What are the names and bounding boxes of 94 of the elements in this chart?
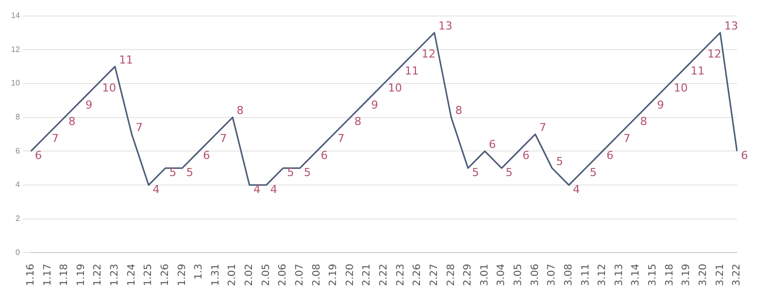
data-label: 6 <box>741 149 748 162</box>
data-label: 4 <box>270 182 278 196</box>
data-label: 4 <box>572 182 580 196</box>
data-label: 10 <box>388 81 402 94</box>
data-label: 5 <box>169 166 176 179</box>
data-label: 7 <box>539 121 546 134</box>
data-label: 5 <box>590 166 597 179</box>
y-tick-label: 14 <box>10 11 20 20</box>
data-label: 8 <box>68 115 76 128</box>
x-tick-label: 1.31 <box>210 264 222 286</box>
x-tick-label: 2.27 <box>428 264 440 286</box>
x-tick-label: 3.14 <box>630 264 642 286</box>
x-tick-label: 1.3 <box>194 264 205 280</box>
data-label: 9 <box>85 98 92 112</box>
data-label: 6 <box>34 149 42 162</box>
data-label: 6 <box>606 149 614 162</box>
x-tick-label: 2.22 <box>378 264 390 286</box>
x-tick-label: 2.26 <box>412 264 424 286</box>
x-tick-label: 2.29 <box>462 264 474 286</box>
data-label: 5 <box>506 166 513 179</box>
x-tick-label: 2.21 <box>362 264 373 286</box>
x-tick-label: 3.20 <box>698 264 709 286</box>
x-tick-label: 2.07 <box>294 264 306 286</box>
x-tick-label: 2.19 <box>328 264 340 286</box>
x-tick-label: 3.18 <box>664 264 676 286</box>
data-label: 5 <box>287 166 294 179</box>
data-label: 8 <box>354 115 362 128</box>
x-tick-label: 2.23 <box>395 264 406 286</box>
x-tick-label: 3.13 <box>614 264 625 286</box>
y-tick-label: 8 <box>15 112 20 122</box>
x-tick-label: 3.21 <box>714 264 726 286</box>
y-tick-label: 12 <box>10 44 20 54</box>
data-label: 11 <box>118 53 133 66</box>
x-tick-label: 3.11 <box>580 264 592 286</box>
x-tick-label: 2.28 <box>446 264 457 286</box>
x-tick-label: 1.25 <box>143 264 154 286</box>
y-tick-label: 4 <box>15 180 20 190</box>
data-label: 5 <box>304 166 311 179</box>
y-tick-label: 6 <box>15 146 20 156</box>
x-tick-label: 1.19 <box>76 264 87 286</box>
data-label: 12 <box>707 48 722 61</box>
data-label: 9 <box>656 98 664 112</box>
x-tick-label: 1.29 <box>176 264 188 286</box>
data-label: 7 <box>136 121 143 134</box>
x-tick-label: 3.05 <box>513 264 524 286</box>
y-tick-label: 10 <box>10 78 20 88</box>
x-tick-label: 2.08 <box>311 264 322 286</box>
x-tick-label: 1.22 <box>92 264 104 286</box>
data-label: 8 <box>236 104 244 118</box>
x-tick-label: 1.17 <box>42 264 54 286</box>
x-tick-label: 3.19 <box>681 264 692 286</box>
data-label: 4 <box>253 182 260 196</box>
data-label: 7 <box>338 132 345 146</box>
data-label: 5 <box>556 154 564 168</box>
x-tick-label: 3.01 <box>479 264 490 286</box>
data-label: 13 <box>438 20 452 33</box>
x-tick-label: 2.01 <box>227 264 238 286</box>
data-label: 6 <box>522 149 530 162</box>
data-label: 6 <box>203 149 210 162</box>
data-label: 10 <box>674 81 688 94</box>
data-label: 9 <box>371 98 378 112</box>
data-label: 6 <box>320 149 328 162</box>
x-tick-label: 2.06 <box>278 264 289 286</box>
data-label: 6 <box>488 138 496 152</box>
data-label: 7 <box>52 132 59 146</box>
data-label: 5 <box>472 166 480 179</box>
data-label: 12 <box>422 48 436 61</box>
data-label: 5 <box>186 166 194 179</box>
data-label: 8 <box>455 104 462 118</box>
data-label: 7 <box>220 132 227 146</box>
x-tick-label: 2.05 <box>260 264 272 286</box>
data-label: 7 <box>623 132 630 146</box>
x-tick-label: 2.02 <box>244 264 256 286</box>
y-tick-label: 2 <box>15 214 20 224</box>
data-label: 8 <box>640 115 648 128</box>
x-tick-label: 1.18 <box>59 264 70 286</box>
x-tick-label: 1.26 <box>160 264 171 286</box>
x-tick-label: 1.16 <box>25 264 36 286</box>
x-tick-label: 2.20 <box>344 264 356 286</box>
x-tick-label: 3.12 <box>597 264 608 286</box>
x-tick-label: 3.07 <box>546 264 558 286</box>
x-tick-label: 3.06 <box>530 264 541 286</box>
data-label: 13 <box>724 20 738 33</box>
data-label: 4 <box>152 182 160 196</box>
y-tick-label: 0 <box>15 248 20 257</box>
x-tick-label: 3.22 <box>732 264 743 286</box>
data-label: 10 <box>102 81 116 94</box>
x-tick-label: 3.04 <box>496 264 508 286</box>
x-tick-label: 3.08 <box>563 264 574 286</box>
data-label: 11 <box>404 64 419 78</box>
x-tick-label: 1.23 <box>110 264 121 286</box>
x-tick-label: 1.24 <box>126 264 138 286</box>
data-label: 11 <box>690 64 705 78</box>
x-tick-label: 3.15 <box>648 264 659 286</box>
